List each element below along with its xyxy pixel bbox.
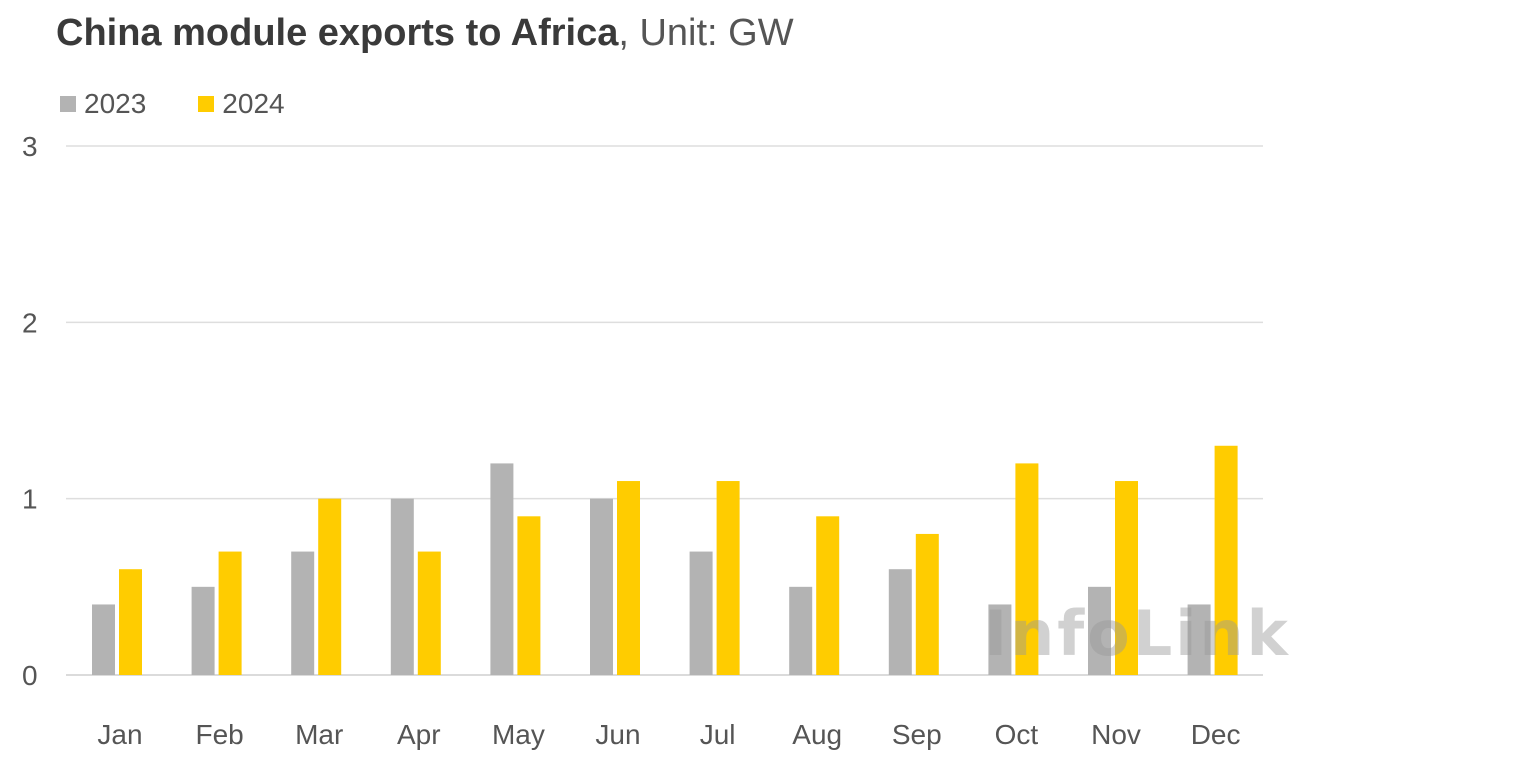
x-tick-label-may: May [492, 719, 545, 750]
x-tick-label-jun: Jun [595, 719, 640, 750]
bar-2024-may [517, 516, 541, 675]
x-tick-label-sep: Sep [892, 719, 942, 750]
bar-2023-nov [1088, 586, 1111, 675]
bar-2023-dec [1187, 604, 1211, 675]
chart-title: China module exports to Africa, Unit: GW [56, 12, 794, 55]
bar-2023-jun [590, 498, 613, 675]
bar-2024-dec [1214, 445, 1238, 675]
bar-2024-jan [119, 569, 142, 675]
x-tick-label-oct: Oct [995, 719, 1039, 750]
bar-2023-mar [291, 551, 315, 675]
x-tick-label-jul: Jul [700, 719, 736, 750]
legend-swatch-2023 [60, 96, 76, 112]
x-tick-label-jan: Jan [97, 719, 142, 750]
x-tick-label-dec: Dec [1191, 719, 1241, 750]
bar-2024-aug [816, 516, 840, 675]
x-tick-label-nov: Nov [1091, 719, 1141, 750]
y-tick-label-2: 2 [22, 307, 38, 338]
bar-2024-oct [1015, 463, 1039, 675]
y-tick-label-3: 3 [22, 131, 38, 162]
y-tick-label-1: 1 [22, 484, 38, 515]
bar-2023-oct [988, 604, 1012, 675]
y-tick-label-0: 0 [22, 660, 38, 691]
bar-2024-sep [915, 533, 939, 675]
bar-2024-jun [617, 481, 640, 675]
bar-2023-feb [191, 586, 215, 675]
bar-2023-aug [789, 586, 813, 675]
bar-2023-jul [689, 551, 713, 675]
x-tick-label-feb: Feb [195, 719, 243, 750]
legend-item-2024: 2024 [198, 88, 285, 120]
bar-2024-nov [1115, 481, 1138, 675]
bar-2024-apr [417, 551, 441, 675]
chart-legend: 2023 2024 [60, 88, 337, 120]
bar-2023-apr [390, 498, 414, 675]
x-tick-label-apr: Apr [397, 719, 441, 750]
x-tick-label-mar: Mar [295, 719, 343, 750]
legend-label-2023: 2023 [84, 88, 147, 119]
bar-2023-jan [92, 604, 115, 675]
bar-2023-may [490, 463, 514, 675]
bar-2024-mar [318, 498, 342, 675]
bar-2024-feb [218, 551, 242, 675]
legend-swatch-2024 [198, 96, 215, 112]
legend-label-2024: 2024 [222, 88, 285, 119]
chart-title-main: China module exports to Africa [56, 12, 619, 54]
x-tick-label-aug: Aug [792, 719, 842, 750]
chart-title-unit: , Unit: GW [618, 12, 794, 54]
bar-2023-sep [888, 569, 912, 675]
infolink-watermark: InfoLink [984, 597, 1291, 670]
bar-2024-jul [716, 481, 740, 675]
legend-item-2023: 2023 [60, 88, 146, 120]
